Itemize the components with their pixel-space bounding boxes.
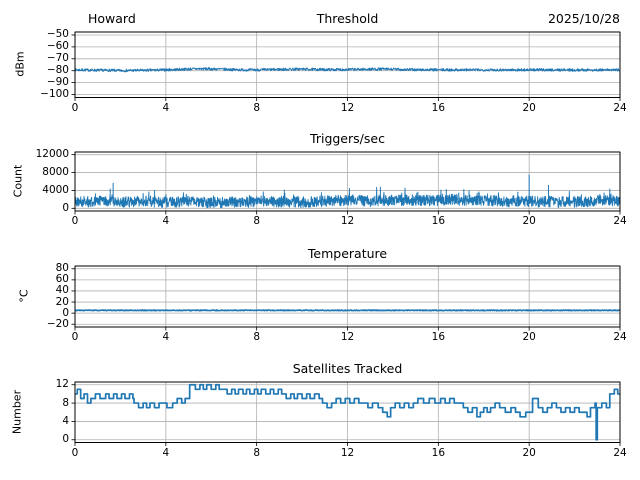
- x-tick-label: 24: [613, 101, 627, 114]
- y-tick-label: 40: [55, 284, 69, 297]
- y-tick-label: −20: [46, 317, 69, 330]
- x-tick-label: 20: [522, 446, 536, 459]
- x-tick-label: 24: [613, 331, 627, 343]
- y-tick-label: 80: [55, 262, 69, 275]
- y-tick-label: 12: [55, 378, 69, 391]
- y-tick-label: −80: [46, 64, 69, 77]
- subplot2-title: Triggers/sec: [310, 131, 385, 146]
- y-tick-label: 4: [62, 414, 69, 427]
- y-tick-label: 8000: [42, 166, 69, 179]
- y-tick-label: −90: [46, 76, 69, 89]
- x-tick-label: 20: [522, 101, 536, 114]
- y-tick-label: 0: [62, 201, 69, 214]
- x-tick-label: 24: [613, 215, 627, 227]
- x-tick-label: 8: [253, 446, 260, 459]
- x-tick-label: 0: [71, 331, 79, 343]
- x-tick-label: 12: [340, 331, 355, 343]
- x-tick-label: 12: [340, 446, 355, 459]
- x-tick-label: 4: [162, 101, 170, 114]
- x-tick-label: 8: [253, 215, 260, 227]
- y-tick-label: 20: [55, 295, 69, 308]
- y-tick-label: 0: [62, 306, 69, 319]
- x-tick-label: 0: [71, 446, 79, 459]
- y-tick-label: 4000: [42, 183, 69, 196]
- x-tick-label: 20: [522, 331, 536, 343]
- x-tick-label: 20: [522, 215, 536, 227]
- x-tick-label: 16: [431, 215, 446, 227]
- x-tick-label: 4: [162, 331, 170, 343]
- y-tick-label: 8: [62, 396, 69, 409]
- x-tick-label: 16: [431, 101, 446, 114]
- subplot4-title: Satellites Tracked: [292, 361, 403, 376]
- subplot4-ylabel: Number: [10, 389, 24, 435]
- subplot3-title: Temperature: [307, 246, 388, 261]
- x-tick-label: 24: [613, 446, 627, 459]
- y-tick-label: 60: [55, 273, 69, 286]
- x-tick-label: 8: [253, 331, 260, 343]
- x-tick-label: 12: [340, 101, 355, 114]
- y-tick-label: 12000: [35, 148, 69, 161]
- x-tick-label: 4: [162, 446, 170, 459]
- y-tick-label: −60: [46, 40, 69, 53]
- subplot1-title-right: 2025/10/28: [547, 11, 620, 26]
- x-tick-label: 8: [253, 101, 260, 114]
- x-tick-label: 16: [431, 331, 446, 343]
- y-tick-label: −50: [46, 28, 69, 41]
- x-tick-label: 16: [431, 446, 446, 459]
- x-tick-label: 4: [162, 215, 170, 227]
- x-tick-label: 0: [71, 215, 79, 227]
- y-tick-label: −70: [46, 52, 69, 65]
- y-tick-label: −100: [40, 88, 69, 101]
- y-tick-label: 0: [62, 433, 69, 446]
- subplot1-title-left: Howard: [88, 11, 136, 26]
- subplot1-title: Threshold: [316, 11, 379, 26]
- x-tick-label: 0: [71, 101, 79, 114]
- x-tick-label: 12: [340, 215, 355, 227]
